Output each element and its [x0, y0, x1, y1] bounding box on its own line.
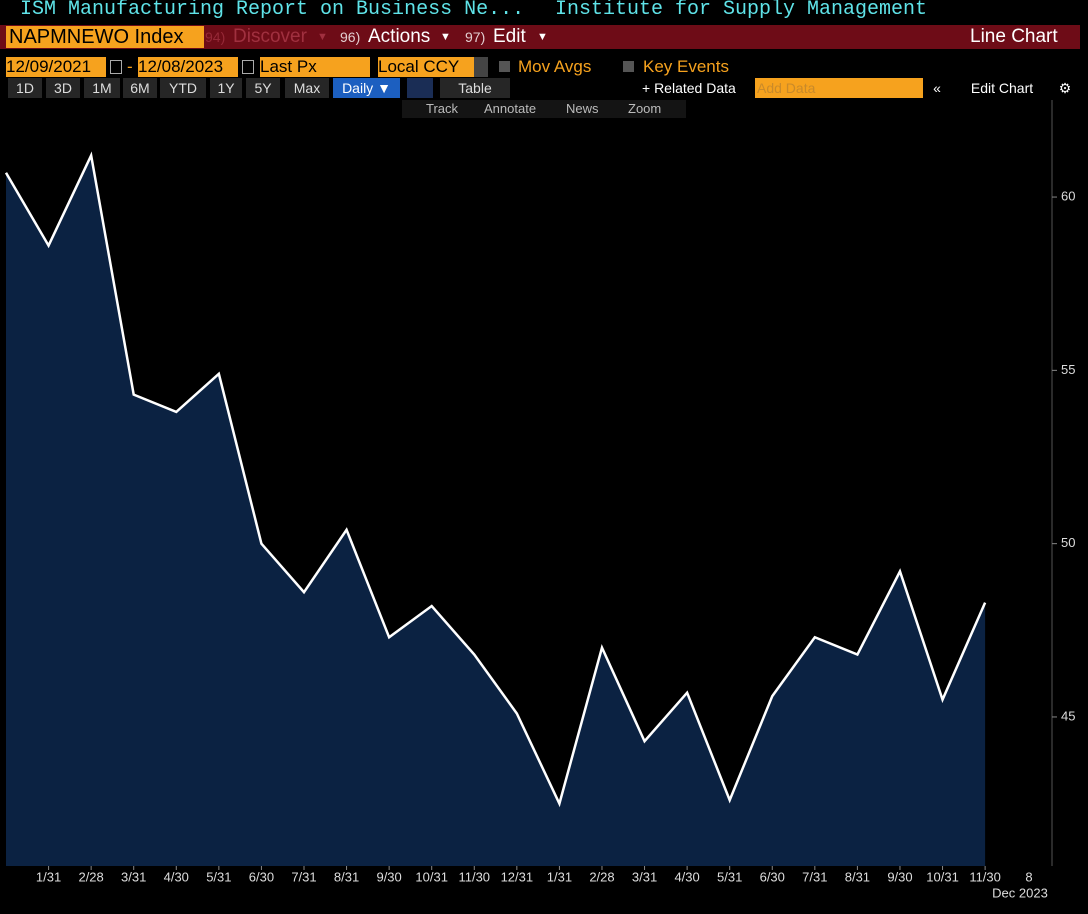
x-tick-label: 5/31	[206, 869, 231, 884]
x-tick-label: 9/30	[376, 869, 401, 884]
x-tick-label: 3/31	[121, 869, 146, 884]
x-tick-label: 8/31	[334, 869, 359, 884]
menu-number[interactable]: 94)	[205, 29, 226, 45]
dropdown-arrow[interactable]	[474, 57, 488, 77]
table-button[interactable]: Table	[440, 78, 510, 98]
x-tick-label: 10/31	[415, 869, 448, 884]
range-button[interactable]: Max	[285, 78, 329, 98]
x-tick-label: 1/31	[547, 869, 572, 884]
date-separator: -	[127, 57, 133, 76]
menu-caret[interactable]: ▼	[440, 31, 451, 43]
y-tick-label: 60	[1061, 188, 1075, 203]
chart-tool[interactable]: Track	[402, 100, 484, 118]
x-tick-label: 12/31	[501, 869, 534, 884]
edit-chart-button[interactable]: Edit Chart	[956, 78, 1048, 98]
x-period-label: Dec 2023	[992, 885, 1048, 900]
x-tick-label: 11/30	[458, 869, 490, 884]
range-button[interactable]: 5Y	[246, 78, 280, 98]
source-name: Institute for Supply Management	[555, 0, 928, 21]
chart-tool[interactable]: News	[548, 100, 622, 118]
x-tick-label: 6/30	[249, 869, 274, 884]
y-tick-label: 45	[1061, 708, 1075, 723]
add-data-input[interactable]: Add Data	[755, 78, 923, 98]
calendar-icon[interactable]	[242, 60, 254, 74]
x-tick-label: 4/30	[674, 869, 699, 884]
menu-caret[interactable]: ▼	[317, 31, 328, 43]
currency-select[interactable]: Local CCY	[378, 57, 474, 77]
chart-tool[interactable]: Zoom	[610, 100, 686, 118]
frequency-select[interactable]: Daily ▼	[333, 78, 400, 98]
end-date[interactable]: 12/08/2023	[138, 57, 238, 77]
settings-icon[interactable]: ⚙	[1054, 78, 1076, 98]
view-title: Line Chart	[970, 26, 1058, 47]
line	[4, 151, 987, 808]
collapse-icon[interactable]: «	[928, 78, 946, 98]
x-tick-label: 11/30	[969, 869, 1001, 884]
menu-number[interactable]: 97)	[465, 29, 486, 45]
calendar-icon[interactable]	[110, 60, 122, 74]
x-tick-label: 2/28	[589, 869, 614, 884]
related-data[interactable]: + Related Data	[642, 78, 744, 98]
range-button[interactable]: 6M	[123, 78, 157, 98]
x-tick-label: 8	[1025, 869, 1032, 884]
range-button[interactable]: YTD	[160, 78, 206, 98]
menu-item[interactable]: Discover	[233, 26, 307, 47]
range-button[interactable]: 3D	[46, 78, 80, 98]
x-tick-label: 2/28	[78, 869, 103, 884]
x-tick-label: 6/30	[760, 869, 785, 884]
checkbox[interactable]	[623, 61, 634, 72]
menu-item[interactable]: Actions	[368, 26, 431, 47]
area	[6, 155, 986, 866]
ticker-field[interactable]: NAPMNEWO Index	[6, 26, 204, 48]
y-tick-label: 55	[1061, 362, 1075, 377]
x-tick-label: 7/31	[802, 869, 827, 884]
x-tick-label: 10/31	[926, 869, 959, 884]
menu-number[interactable]: 96)	[340, 29, 361, 45]
security-title: ISM Manufacturing Report on Business Ne.…	[20, 0, 525, 21]
x-tick-label: 8/31	[845, 869, 870, 884]
x-tick-label: 5/31	[717, 869, 742, 884]
range-button[interactable]: 1M	[84, 78, 120, 98]
range-button[interactable]: 1Y	[210, 78, 242, 98]
x-tick-label: 3/31	[632, 869, 657, 884]
chart-tool[interactable]: Annotate	[466, 100, 560, 118]
start-date[interactable]: 12/09/2021	[6, 57, 106, 77]
field-select[interactable]: Last Px	[260, 57, 370, 77]
x-tick-label: 9/30	[887, 869, 912, 884]
x-tick-label: 1/31	[36, 869, 61, 884]
menu-caret[interactable]: ▼	[537, 31, 548, 43]
x-tick-label: 7/31	[291, 869, 316, 884]
x-tick-label: 4/30	[164, 869, 189, 884]
key-events-label: Key Events	[643, 57, 729, 76]
mov-avgs-label: Mov Avgs	[518, 57, 592, 76]
range-button[interactable]: 1D	[8, 78, 42, 98]
menu-item[interactable]: Edit	[493, 26, 526, 47]
checkbox[interactable]	[499, 61, 510, 72]
chart-icon[interactable]	[407, 78, 433, 98]
y-tick-label: 50	[1061, 535, 1075, 550]
